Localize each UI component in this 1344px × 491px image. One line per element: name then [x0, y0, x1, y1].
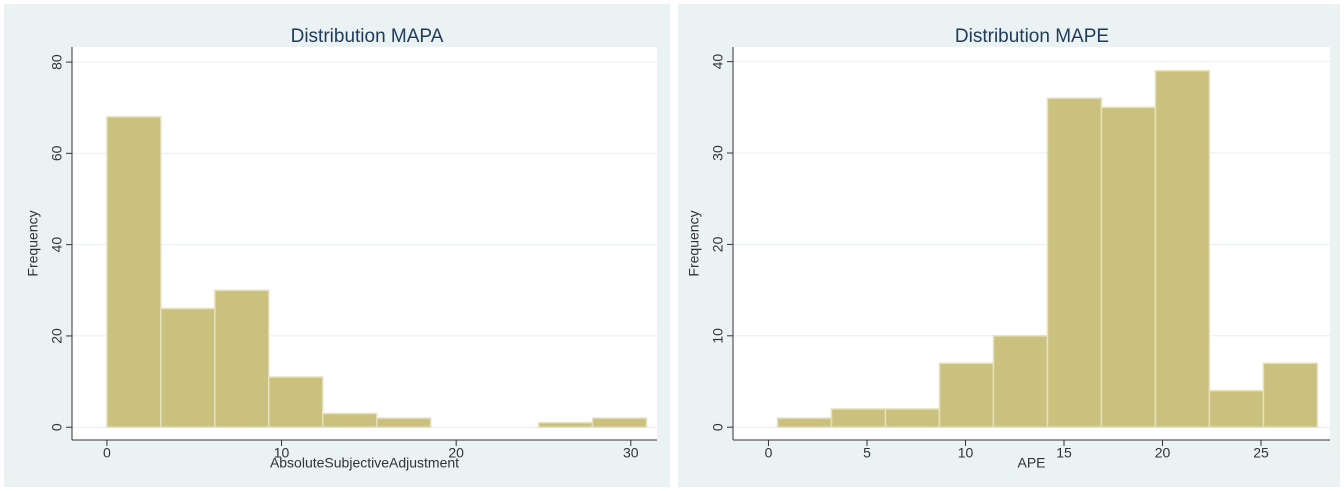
bar: [1208, 389, 1265, 428]
chart-title: Distribution MAPA: [291, 26, 444, 47]
x-tick-label: 25: [1253, 445, 1269, 461]
bar: [591, 417, 648, 428]
y-tick-label: 20: [49, 328, 65, 344]
bar: [938, 362, 995, 428]
bar: [830, 408, 887, 428]
bar: [992, 335, 1049, 428]
y-tick-label: 10: [710, 328, 726, 344]
y-tick-label: 80: [49, 54, 65, 70]
bar: [160, 307, 216, 428]
y-tick-label: 40: [49, 237, 65, 253]
bar: [375, 417, 432, 428]
x-tick-label: 5: [863, 445, 871, 461]
bar: [268, 376, 324, 428]
bar: [214, 289, 270, 428]
x-tick-label: 20: [448, 445, 464, 461]
y-axis-label: Frequency: [686, 210, 702, 276]
y-tick-label: 40: [710, 54, 726, 70]
bar: [106, 116, 162, 428]
x-tick-label: 0: [765, 445, 773, 461]
y-tick-label: 20: [710, 236, 726, 252]
x-axis-label: APE: [1017, 455, 1045, 471]
x-tick-label: 30: [623, 445, 639, 461]
chart-title: Distribution MAPE: [955, 26, 1109, 47]
y-tick-label: 0: [49, 423, 65, 431]
bar: [322, 412, 378, 428]
x-tick-label: 15: [1056, 445, 1072, 461]
x-tick-label: 10: [274, 445, 290, 461]
x-tick-label: 0: [103, 445, 111, 461]
bar: [1262, 362, 1319, 428]
bar: [776, 417, 833, 428]
x-tick-label: 20: [1155, 445, 1171, 461]
bar: [1154, 70, 1211, 428]
y-tick-label: 30: [710, 145, 726, 161]
bar: [884, 408, 941, 428]
y-tick-label: 60: [49, 145, 65, 161]
x-tick-label: 10: [958, 445, 974, 461]
bar: [1046, 97, 1103, 428]
y-axis-label: Frequency: [25, 210, 41, 276]
bar: [1100, 106, 1157, 428]
y-tick-label: 0: [710, 423, 726, 431]
x-axis-label: AbsoluteSubjectiveAdjustment: [270, 455, 459, 471]
bar: [537, 421, 594, 428]
